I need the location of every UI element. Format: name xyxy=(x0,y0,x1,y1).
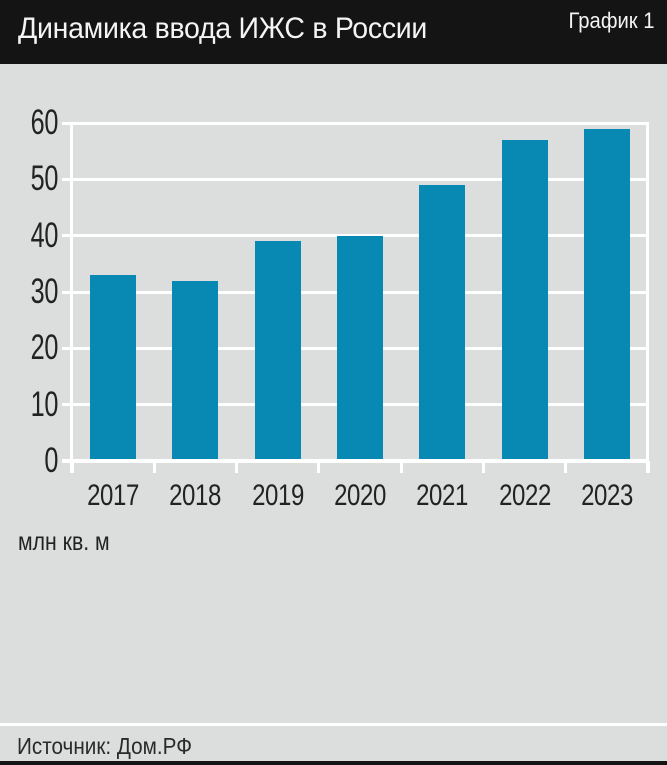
y-axis-tick-label: 10 xyxy=(30,385,59,424)
bar-2021 xyxy=(419,185,465,461)
axis-tick xyxy=(235,461,238,473)
axis-tick xyxy=(564,461,567,473)
chart-title: Динамика ввода ИЖС в России xyxy=(18,12,428,45)
bar-2023 xyxy=(584,129,630,461)
x-axis-tick-label: 2017 xyxy=(87,479,139,512)
axis-tick xyxy=(482,461,485,473)
x-axis-tick-label: 2018 xyxy=(169,479,221,512)
plot-right-border xyxy=(646,122,649,473)
axis-baseline xyxy=(62,459,648,463)
y-axis-tick-label: 40 xyxy=(30,216,59,255)
y-axis-tick-label: 20 xyxy=(30,328,59,367)
y-axis-unit-label: млн кв. м xyxy=(18,528,110,556)
bar-2019 xyxy=(255,241,301,461)
bar-2022 xyxy=(502,140,548,461)
axis-tick xyxy=(153,461,156,473)
chart-number-label: График 1 xyxy=(568,8,655,33)
y-axis-tick-label: 0 xyxy=(44,441,58,480)
y-axis-tick-label: 50 xyxy=(30,159,59,198)
axis-tick xyxy=(317,461,320,473)
bar-2018 xyxy=(172,281,218,461)
plot-left-border xyxy=(70,122,73,473)
header-bar: Динамика ввода ИЖС в России График 1 xyxy=(0,0,667,64)
bottom-bar xyxy=(0,761,667,765)
axis-tick xyxy=(71,461,74,473)
y-axis-tick-label: 30 xyxy=(30,272,59,311)
y-axis-tick-label: 60 xyxy=(30,103,59,142)
gridline xyxy=(62,178,648,181)
bar-2017 xyxy=(90,275,136,461)
x-axis-tick-label: 2023 xyxy=(581,479,633,512)
x-axis-tick-label: 2021 xyxy=(416,479,468,512)
axis-tick xyxy=(647,461,650,473)
axis-tick xyxy=(400,461,403,473)
x-axis-tick-label: 2022 xyxy=(499,479,551,512)
x-axis-tick-label: 2020 xyxy=(334,479,386,512)
footer-separator xyxy=(0,723,667,726)
gridline xyxy=(62,122,648,125)
gridline xyxy=(62,234,648,237)
x-axis-tick-label: 2019 xyxy=(252,479,304,512)
source-text: Источник: Дом.РФ xyxy=(17,733,192,759)
bar-2020 xyxy=(337,236,383,461)
